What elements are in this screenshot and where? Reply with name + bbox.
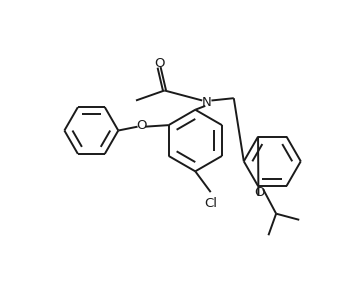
Text: Cl: Cl xyxy=(204,197,217,210)
Text: O: O xyxy=(154,57,164,70)
Text: O: O xyxy=(255,186,265,199)
Text: O: O xyxy=(136,119,147,132)
Text: N: N xyxy=(202,95,212,109)
